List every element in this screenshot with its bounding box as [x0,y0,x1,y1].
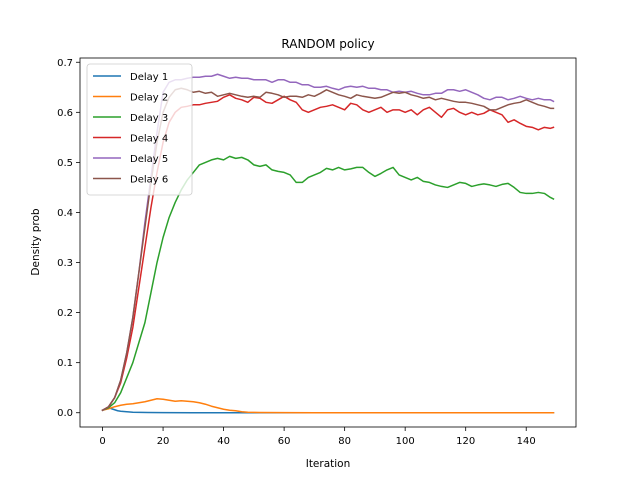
x-tick-label: 80 [338,436,351,447]
y-tick-label: 0.4 [57,208,73,219]
chart-title: RANDOM policy [281,37,374,51]
legend-label-5: Delay 5 [130,154,168,165]
series-line-2 [101,397,555,414]
x-tick-label: 40 [217,436,230,447]
y-axis-label: Density prob [30,208,42,275]
y-tick-label: 0.1 [57,358,73,369]
x-tick-label: 120 [456,436,475,447]
legend-label-2: Delay 2 [130,93,168,104]
y-tick-label: 0.3 [57,258,73,269]
legend-label-6: Delay 6 [130,175,168,186]
series-line-3 [101,155,555,412]
legend-label-3: Delay 3 [130,113,168,124]
y-axis-ticks: 0.0 0.1 0.2 0.3 0.4 0.5 0.6 0.7 [57,58,80,419]
y-tick-label: 0.6 [57,108,73,119]
y-tick-label: 0.2 [57,308,73,319]
y-tick-label: 0.7 [57,58,73,69]
legend-label-4: Delay 4 [130,134,168,145]
x-axis-label: Iteration [306,458,351,470]
x-tick-label: 60 [278,436,291,447]
legend: Delay 1 Delay 2 Delay 3 Delay 4 Delay 5 Delay… [86,63,193,196]
x-tick-label: 140 [517,436,536,447]
y-tick-label: 0.0 [57,408,73,419]
x-tick-label: 0 [99,436,105,447]
y-tick-label: 0.5 [57,158,73,169]
x-tick-label: 100 [396,436,415,447]
plot-frame [79,57,577,428]
x-tick-label: 20 [157,436,170,447]
x-axis-ticks: 0 20 40 60 80 100 120 140 [99,427,536,447]
legend-label-1: Delay 1 [130,72,168,83]
